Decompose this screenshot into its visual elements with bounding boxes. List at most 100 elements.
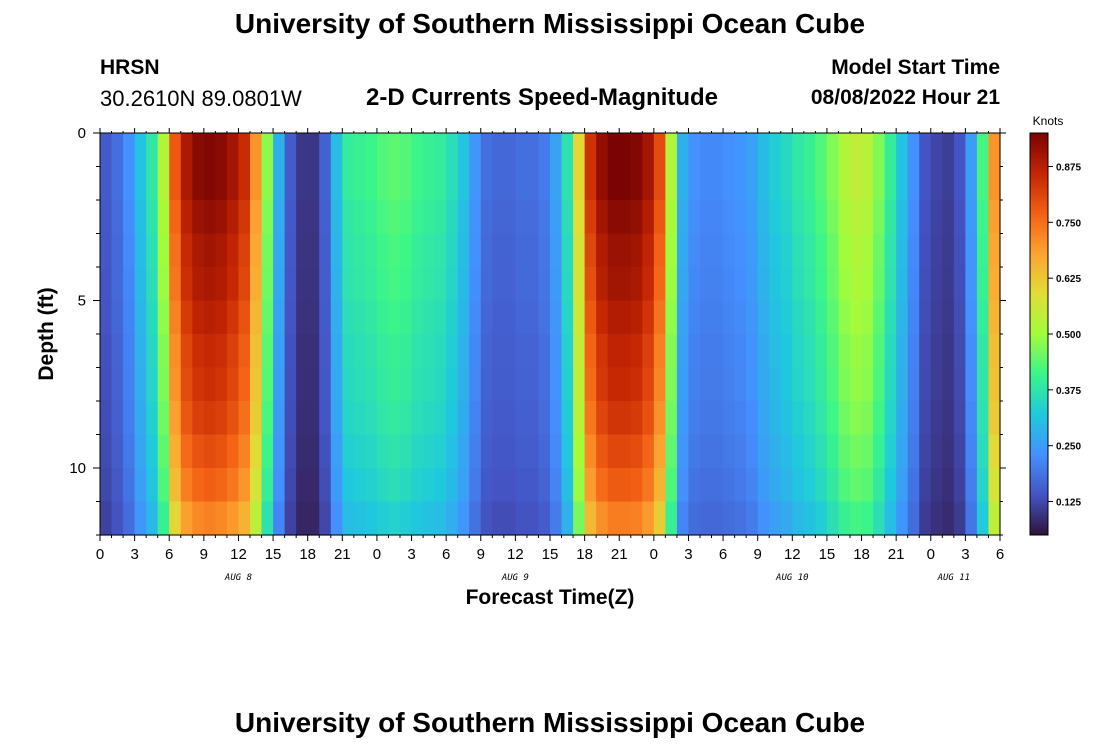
heatmap-cell	[480, 501, 493, 536]
heatmap-cell	[146, 200, 159, 235]
heatmap-cell	[653, 401, 666, 436]
x-tick-label: 6	[996, 546, 1004, 563]
heatmap-cell	[457, 233, 470, 268]
heatmap-cell	[342, 401, 355, 436]
heatmap-cell	[930, 300, 943, 335]
heatmap-cell	[619, 501, 632, 536]
heatmap-cell	[250, 501, 263, 536]
heatmap-cell	[700, 401, 713, 436]
heatmap-cell	[100, 468, 113, 503]
heatmap-cell	[480, 334, 493, 369]
heatmap-cell	[342, 334, 355, 369]
heatmap-cell	[919, 166, 932, 201]
heatmap-cell	[515, 367, 528, 402]
heatmap-cell	[261, 434, 274, 469]
heatmap-cell	[780, 133, 793, 168]
y-axis: 0 5 10	[69, 125, 1006, 536]
heatmap-cell	[434, 367, 447, 402]
heatmap-cell	[884, 267, 897, 302]
heatmap-cell	[769, 233, 782, 268]
heatmap-cell	[826, 200, 840, 235]
heatmap-cell	[838, 334, 851, 369]
heatmap-cell	[815, 468, 828, 503]
heatmap-cell	[711, 468, 724, 503]
heatmap-cell	[388, 133, 401, 168]
heatmap-cell	[319, 434, 332, 469]
heatmap-cell	[296, 468, 309, 503]
heatmap-cell	[861, 200, 874, 235]
heatmap-cell	[815, 367, 828, 402]
heatmap-cell	[319, 468, 332, 503]
heatmap-cell	[446, 200, 459, 235]
heatmap-cell	[457, 367, 470, 402]
heatmap-cell	[873, 434, 886, 469]
heatmap-cell	[734, 434, 747, 469]
date-label: AUG 8	[224, 573, 252, 583]
heatmap-cell	[192, 133, 205, 168]
heatmap-cell	[988, 166, 1001, 201]
heatmap-cell	[642, 133, 655, 168]
heatmap-cell	[653, 501, 666, 536]
heatmap-cell	[192, 300, 205, 335]
heatmap-cell	[596, 434, 609, 469]
heatmap-cell	[619, 133, 632, 168]
heatmap-cell	[700, 267, 713, 302]
heatmap-cell	[123, 133, 136, 168]
heatmap-cell	[123, 334, 136, 369]
heatmap-cell	[480, 200, 493, 235]
heatmap-cell	[226, 434, 240, 469]
x-tick-label: 3	[961, 546, 969, 563]
heatmap-cell	[561, 334, 574, 369]
heatmap-cell	[226, 367, 240, 402]
heatmap-cell	[388, 468, 401, 503]
heatmap-cell	[711, 133, 724, 168]
heatmap-cell	[573, 468, 586, 503]
heatmap-cell	[515, 334, 528, 369]
x-tick-label: 9	[200, 546, 208, 563]
colorbar-tick-label: 0.250	[1056, 442, 1081, 453]
heatmap-cell	[123, 267, 136, 302]
heatmap-cell	[273, 267, 286, 302]
heatmap-cell	[180, 300, 193, 335]
heatmap-cell	[284, 300, 297, 335]
heatmap-cell	[826, 300, 840, 335]
heatmap-cell	[192, 434, 205, 469]
heatmap-cell	[734, 267, 747, 302]
heatmap-cell	[723, 267, 736, 302]
heatmap-cell	[342, 133, 355, 168]
heatmap-cell	[688, 166, 701, 201]
heatmap-cell	[838, 468, 851, 503]
heatmap-cell	[284, 334, 297, 369]
heatmap-cell	[400, 334, 413, 369]
heatmap-cell	[273, 300, 286, 335]
heatmap-cell	[953, 166, 966, 201]
heatmap-cell	[700, 468, 713, 503]
heatmap-cell	[746, 300, 759, 335]
heatmap-cell	[146, 367, 159, 402]
heatmap-cell	[146, 334, 159, 369]
heatmap-cell	[861, 300, 874, 335]
heatmap-cell	[988, 200, 1001, 235]
heatmap-cell	[907, 334, 920, 369]
heatmap-cell	[976, 166, 990, 201]
heatmap-cell	[561, 133, 574, 168]
heatmap-cell	[169, 468, 182, 503]
heatmap-cell	[734, 166, 747, 201]
x-tick-label: 3	[684, 546, 692, 563]
heatmap-cell	[134, 401, 147, 436]
heatmap-cell	[273, 334, 286, 369]
heatmap-cell	[180, 434, 193, 469]
heatmap-cell	[953, 267, 966, 302]
heatmap-cell	[238, 334, 251, 369]
model-start-label: Model Start Time	[831, 56, 1000, 79]
heatmap-cell	[492, 133, 505, 168]
heatmap-cell	[676, 468, 690, 503]
heatmap-cell	[261, 468, 274, 503]
heatmap-cell	[838, 300, 851, 335]
heatmap-cell	[376, 434, 390, 469]
x-tick-label: 15	[265, 546, 282, 563]
heatmap-cell	[388, 300, 401, 335]
heatmap-cell	[642, 300, 655, 335]
heatmap-cell	[803, 334, 816, 369]
heatmap-cell	[411, 300, 424, 335]
